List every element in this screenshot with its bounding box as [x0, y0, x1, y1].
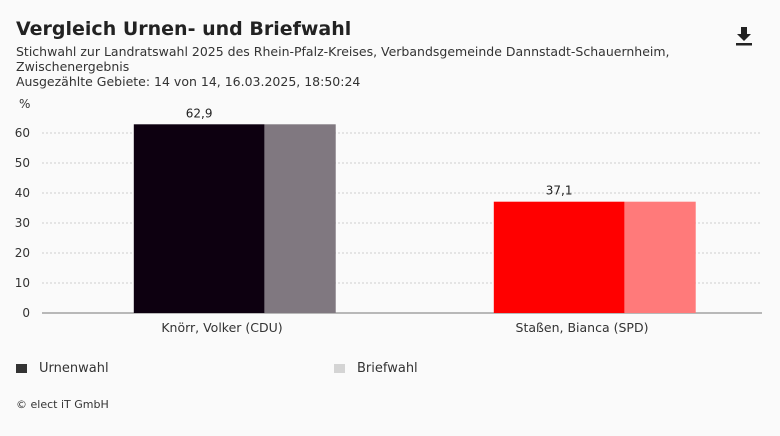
data-label: 37,1: [546, 184, 573, 198]
y-tick-label: 50: [15, 156, 30, 170]
y-tick-label: 30: [15, 216, 30, 230]
bar-urnenwahl-1: [493, 201, 625, 313]
y-tick-label: 10: [15, 276, 30, 290]
y-axis-label: %: [19, 97, 30, 111]
data-label: 62,9: [186, 106, 213, 120]
x-tick-label: Staßen, Bianca (SPD): [516, 320, 649, 335]
chart-subtitle: Stichwahl zur Landratswahl 2025 des Rhei…: [16, 44, 670, 74]
legend-swatch-briefwahl: [334, 364, 345, 373]
y-tick-label: 40: [15, 186, 30, 200]
bar-briefwahl-0: [264, 124, 336, 313]
legend-swatch-urnenwahl: [16, 364, 27, 373]
legend-label-briefwahl: Briefwahl: [357, 361, 418, 376]
legend-item-urnenwahl[interactable]: Urnenwahl: [16, 361, 109, 376]
bars: [133, 124, 696, 313]
bar-briefwahl-1: [624, 201, 696, 313]
counted-areas-info: Ausgezählte Gebiete: 14 von 14, 16.03.20…: [16, 74, 361, 89]
legend-label-urnenwahl: Urnenwahl: [39, 361, 109, 376]
labels: 0 10 20 30 40 50 60% 62,9 Knörr, Volker (CDU) 37,…: [15, 97, 649, 335]
legend-item-briefwahl[interactable]: Briefwahl: [334, 361, 418, 376]
bar-urnenwahl-0: [133, 124, 265, 313]
chart-title: Vergleich Urnen- und Briefwahl: [16, 18, 352, 40]
y-tick-label: 60: [15, 126, 30, 140]
y-tick-label: 20: [15, 246, 30, 260]
download-icon[interactable]: [732, 24, 756, 48]
download-icon-glyph: [736, 27, 752, 46]
x-tick-label: Knörr, Volker (CDU): [161, 320, 282, 335]
copyright-credit: © elect iT GmbH: [16, 398, 109, 411]
y-tick-label: 0: [22, 306, 30, 320]
